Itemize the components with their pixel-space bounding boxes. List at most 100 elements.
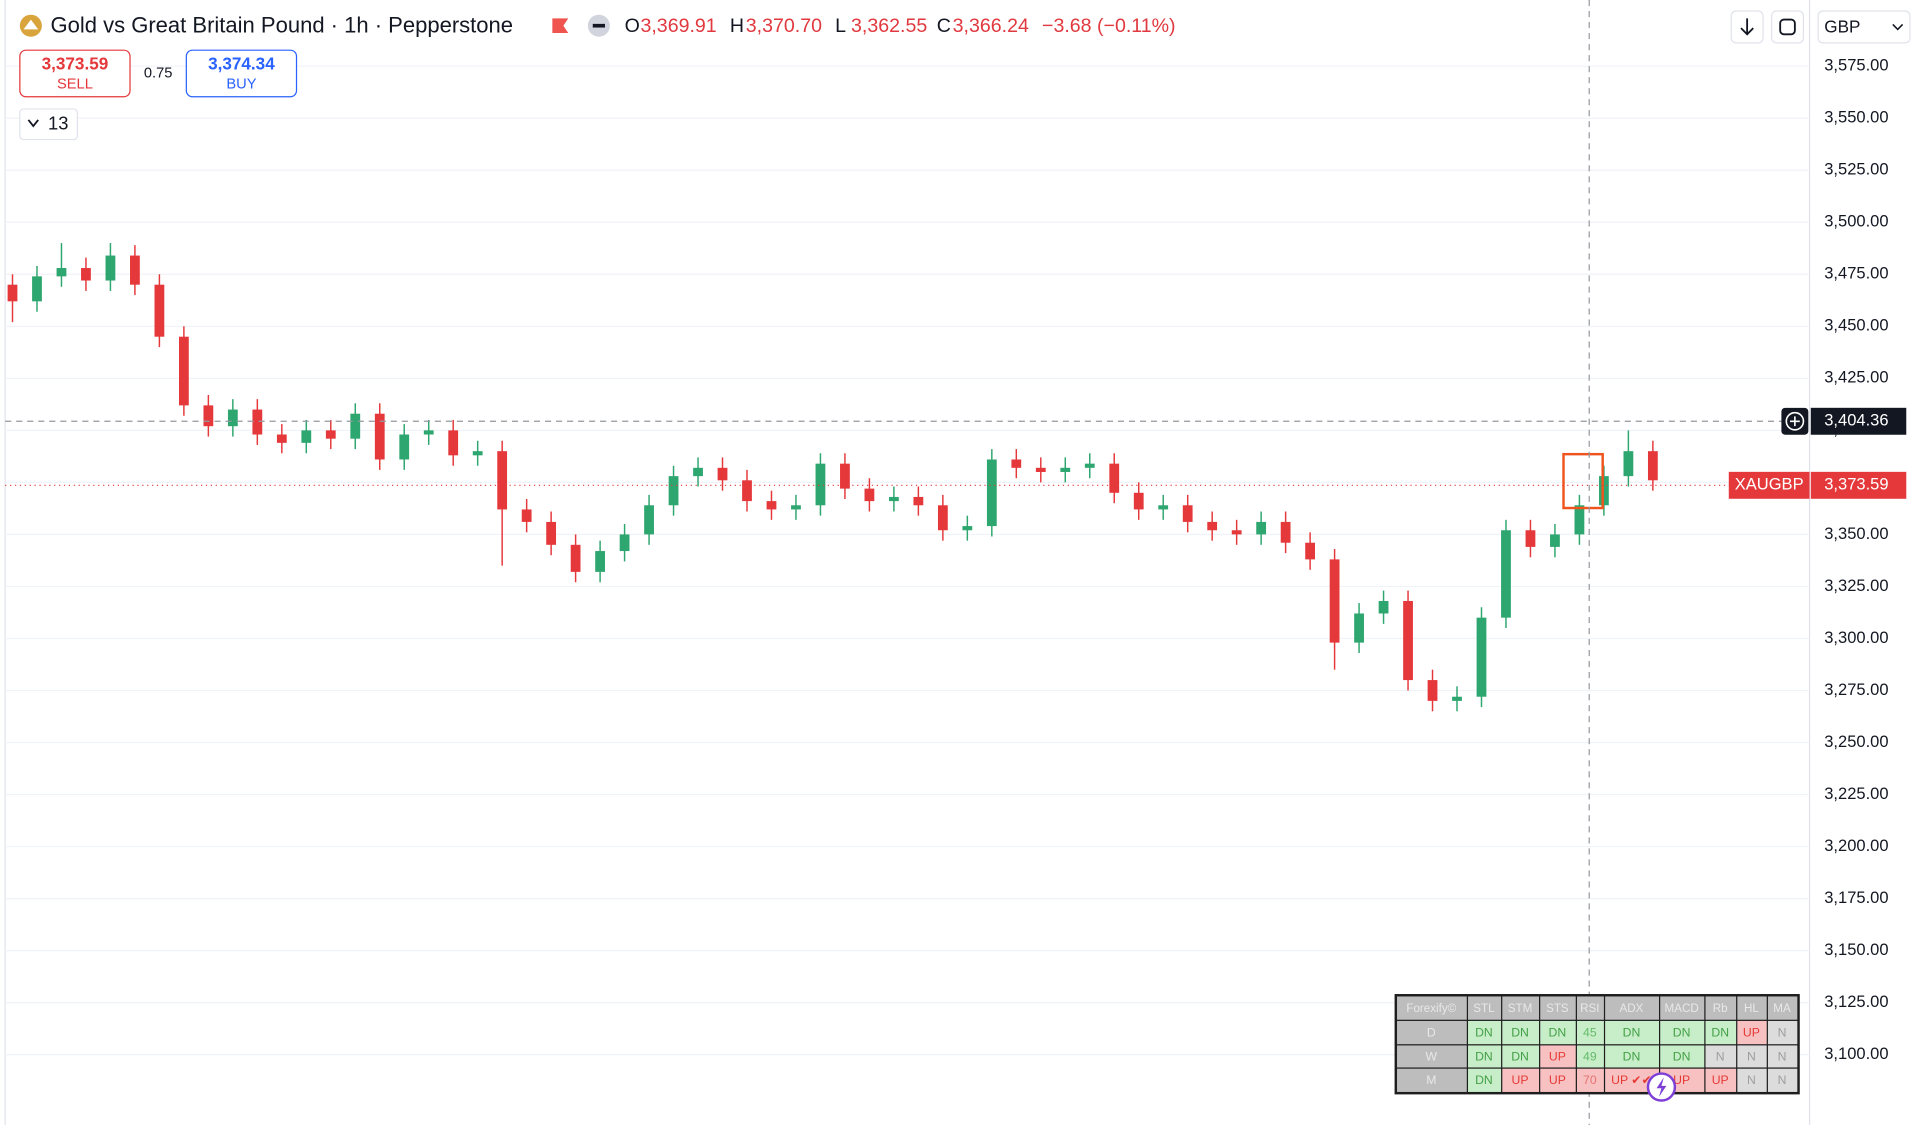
plot	[7, 243, 1658, 712]
candle-body	[595, 551, 605, 572]
candle-body	[276, 434, 287, 443]
y-tick-label: 3,200.00	[1824, 836, 1888, 855]
candle-body	[546, 521, 557, 545]
candle-body	[742, 480, 752, 502]
indicators-count: 13	[48, 113, 68, 134]
buy-label: BUY	[226, 76, 256, 92]
table-value: DN	[1623, 1025, 1641, 1039]
candle-body	[815, 463, 826, 506]
candle-body	[840, 463, 850, 489]
table-header: STL	[1473, 1002, 1495, 1015]
reload-button[interactable]	[1771, 10, 1805, 44]
candle-body	[178, 336, 189, 406]
table-cell	[1397, 1068, 1467, 1092]
candle-body	[1427, 680, 1438, 701]
ohlc-value: 3,366.24	[953, 15, 1029, 37]
table-cell	[1397, 996, 1467, 1020]
y-tick-label: 3,425.00	[1824, 368, 1888, 387]
candle-body	[644, 505, 654, 535]
table-value: DN	[1673, 1049, 1691, 1063]
price-axis: 3,575.00 3,550.00 3,525.00 3,500.00 3,475.00…	[1728, 56, 1907, 1063]
candle-body	[325, 430, 336, 439]
table-cell	[1502, 1068, 1540, 1092]
table-value: N	[1747, 1073, 1756, 1087]
candle-body	[1501, 530, 1511, 618]
table-header: STS	[1546, 1002, 1569, 1015]
table-value: UP	[1712, 1073, 1729, 1087]
table-header: STM	[1508, 1002, 1533, 1015]
candle-body	[1378, 600, 1389, 614]
download-icon	[1740, 18, 1754, 36]
y-tick-label: 3,550.00	[1824, 108, 1888, 127]
table-value: UP	[1512, 1073, 1529, 1087]
candle-body	[986, 459, 997, 527]
table-value: N	[1716, 1049, 1725, 1063]
candle-body	[252, 409, 263, 435]
signal-table: Forexify© STL STM STS RSI ADX MACD Rb HL MA D DN DN D…	[1394, 994, 1800, 1102]
candle-body	[1452, 696, 1462, 701]
indicators-toggle[interactable]	[19, 108, 78, 141]
candle-body	[1133, 492, 1144, 510]
y-tick-label: 3,500.00	[1824, 212, 1888, 231]
candle-body	[154, 284, 165, 337]
table-value: DN	[1511, 1025, 1529, 1039]
table-value: N	[1778, 1049, 1787, 1063]
sell-label: SELL	[57, 76, 93, 92]
symbol-title[interactable]: Gold vs Great Britain Pound · 1h · Peppe…	[50, 13, 513, 38]
table-cell	[1737, 1020, 1767, 1045]
currency-select[interactable]	[1817, 10, 1911, 44]
table-cell	[1576, 1020, 1604, 1045]
table-cell	[1767, 1068, 1798, 1092]
candle-body	[203, 405, 214, 427]
table-cell	[1502, 996, 1540, 1020]
candle-body	[521, 509, 532, 522]
table-value: DN	[1475, 1073, 1493, 1087]
candle-body	[1035, 467, 1046, 472]
sell-price: 3,373.59	[42, 53, 109, 73]
table-cell	[1468, 1068, 1502, 1092]
candle-body	[1109, 463, 1120, 493]
crosshair-add-plus	[1789, 416, 1800, 427]
buy-button[interactable]	[185, 49, 298, 98]
candle-body	[1207, 521, 1218, 531]
candle-body	[717, 467, 728, 481]
hide-button-glyph	[592, 23, 605, 28]
table-cell	[1540, 1045, 1576, 1068]
table-cell	[1705, 1068, 1737, 1092]
symbol-icon-glyph	[23, 19, 39, 30]
candle-body	[1623, 451, 1634, 477]
table-cell	[1660, 1045, 1705, 1068]
candle-body	[7, 284, 18, 302]
table-cell	[1605, 996, 1659, 1020]
table-cell	[1576, 1045, 1604, 1068]
y-tick-label: 3,175.00	[1824, 888, 1888, 907]
candle-body	[1256, 521, 1267, 535]
table-header: MA	[1773, 1002, 1791, 1015]
table-value: DN	[1511, 1049, 1529, 1063]
candle-body	[1182, 505, 1193, 522]
table-cell	[1660, 1020, 1705, 1045]
ohlc-value: 3,370.70	[746, 15, 822, 37]
candle-body	[693, 467, 703, 477]
table-value: N	[1747, 1049, 1756, 1063]
candle-body	[448, 430, 459, 456]
candle-body	[1060, 467, 1071, 472]
candle-body	[1403, 600, 1413, 681]
ohlc-key: C	[937, 15, 951, 37]
table-value: 45	[1583, 1025, 1597, 1039]
y-tick-label: 3,325.00	[1824, 576, 1888, 595]
candle-body	[1158, 505, 1169, 510]
candle-body	[227, 409, 238, 427]
table-cell	[1540, 1068, 1576, 1092]
table-header: ADX	[1620, 1002, 1644, 1015]
table-value: DN	[1549, 1025, 1567, 1039]
sell-button[interactable]	[19, 49, 131, 98]
candle-body	[1231, 530, 1242, 535]
candle-body	[962, 526, 973, 531]
highlight-box	[1562, 452, 1604, 510]
candle-body	[1084, 463, 1095, 468]
flag-icon[interactable]	[552, 18, 569, 34]
ohlc-key: L	[835, 15, 846, 37]
y-tick-label: 3,575.00	[1824, 56, 1888, 75]
